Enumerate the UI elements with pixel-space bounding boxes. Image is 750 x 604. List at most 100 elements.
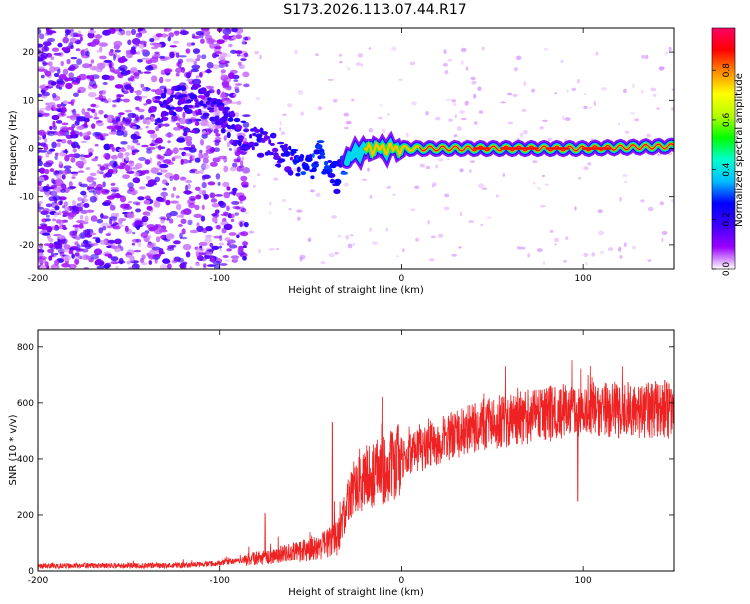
noise-blob bbox=[96, 189, 101, 196]
noise-blob bbox=[63, 165, 72, 169]
noise-blob bbox=[468, 169, 472, 173]
noise-blob bbox=[205, 145, 212, 150]
noise-blob bbox=[191, 64, 201, 70]
noise-blob bbox=[58, 196, 67, 201]
noise-blob bbox=[623, 242, 627, 247]
noise-blob bbox=[175, 203, 182, 211]
ridge-blob bbox=[235, 124, 243, 130]
noise-blob bbox=[55, 120, 63, 124]
noise-blob bbox=[67, 153, 76, 158]
noise-blob bbox=[70, 157, 76, 163]
noise-blob bbox=[228, 191, 235, 195]
noise-blob bbox=[92, 188, 97, 196]
noise-blob bbox=[136, 142, 141, 146]
snr-frame bbox=[37, 329, 675, 572]
noise-blob bbox=[470, 76, 476, 81]
noise-blob bbox=[44, 168, 50, 175]
noise-blob bbox=[176, 137, 186, 143]
noise-blob bbox=[180, 29, 187, 32]
noise-blob bbox=[209, 161, 218, 167]
spectrogram-ridge bbox=[153, 83, 674, 195]
noise-blob bbox=[185, 72, 191, 79]
noise-blob bbox=[63, 255, 71, 262]
ridge-blob bbox=[323, 160, 329, 166]
noise-blob bbox=[225, 129, 233, 133]
noise-blob bbox=[94, 143, 99, 147]
noise-blob bbox=[228, 148, 232, 151]
noise-blob bbox=[41, 46, 50, 52]
noise-blob bbox=[142, 85, 146, 92]
noise-blob bbox=[195, 31, 204, 36]
noise-blob bbox=[71, 173, 78, 177]
noise-blob bbox=[226, 98, 229, 104]
noise-blob bbox=[385, 227, 388, 232]
noise-blob bbox=[619, 196, 622, 202]
noise-blob bbox=[239, 151, 247, 155]
noise-blob bbox=[273, 177, 279, 181]
noise-blob bbox=[269, 211, 272, 215]
noise-blob bbox=[175, 106, 183, 112]
noise-blob bbox=[94, 112, 98, 118]
noise-blob bbox=[40, 142, 47, 147]
noise-blob bbox=[214, 194, 223, 197]
noise-blob bbox=[61, 122, 69, 126]
noise-blob bbox=[317, 106, 323, 111]
noise-blob bbox=[203, 152, 209, 156]
noise-blob bbox=[133, 249, 142, 253]
noise-blob bbox=[117, 30, 126, 36]
noise-blob bbox=[539, 204, 546, 208]
noise-blob bbox=[199, 169, 204, 175]
noise-blob bbox=[519, 246, 526, 250]
noise-blob bbox=[543, 260, 546, 266]
noise-blob bbox=[226, 141, 230, 148]
noise-blob bbox=[108, 61, 114, 68]
noise-blob bbox=[185, 118, 193, 125]
noise-blob bbox=[106, 125, 115, 130]
noise-blob bbox=[447, 58, 453, 62]
noise-blob bbox=[189, 169, 196, 174]
noise-blob bbox=[44, 261, 49, 267]
noise-blob bbox=[599, 250, 605, 255]
noise-blob bbox=[179, 232, 183, 239]
ridge-blob bbox=[160, 92, 167, 99]
noise-blob bbox=[124, 164, 130, 172]
noise-blob bbox=[128, 186, 135, 192]
noise-blob bbox=[62, 150, 69, 154]
noise-blob bbox=[202, 157, 209, 164]
noise-blob bbox=[343, 112, 350, 117]
noise-blob bbox=[228, 72, 235, 79]
noise-blob bbox=[88, 190, 95, 193]
noise-blob bbox=[110, 256, 119, 262]
noise-blob bbox=[54, 205, 60, 211]
noise-blob bbox=[139, 44, 145, 49]
noise-blob bbox=[211, 203, 220, 208]
colorbar-tick-label: 0.2 bbox=[722, 212, 732, 226]
noise-blob bbox=[230, 213, 235, 219]
noise-blob bbox=[48, 238, 54, 243]
noise-blob bbox=[51, 141, 57, 149]
ridge-blob bbox=[200, 87, 207, 94]
noise-blob bbox=[178, 117, 187, 125]
noise-blob bbox=[105, 233, 111, 236]
noise-blob bbox=[141, 170, 146, 176]
snr-axes: -200 -100 0 100 0 200 400 600 800 bbox=[17, 330, 674, 586]
noise-blob bbox=[282, 113, 287, 116]
x-tick-label: -200 bbox=[28, 274, 49, 284]
ridge-blob bbox=[337, 159, 343, 164]
noise-blob bbox=[201, 133, 208, 139]
noise-blob bbox=[65, 82, 73, 90]
noise-blob bbox=[39, 256, 47, 260]
noise-blob bbox=[101, 74, 111, 81]
noise-blob bbox=[199, 72, 203, 78]
noise-blob bbox=[443, 206, 450, 211]
noise-blob bbox=[591, 252, 596, 257]
noise-blob bbox=[89, 65, 99, 71]
noise-blob bbox=[135, 32, 143, 38]
ridge-blob bbox=[233, 117, 241, 123]
noise-blob bbox=[39, 242, 43, 250]
noise-blob bbox=[45, 203, 53, 208]
noise-blob bbox=[435, 116, 441, 121]
noise-blob bbox=[240, 58, 247, 62]
noise-blob bbox=[150, 133, 158, 139]
noise-blob bbox=[480, 223, 483, 227]
